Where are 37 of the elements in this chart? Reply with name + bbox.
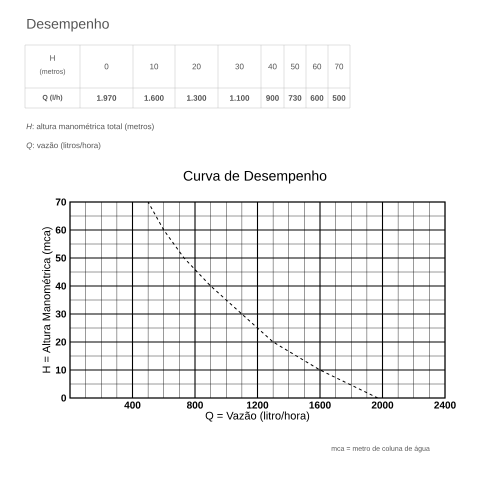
- x-axis-title: Q = Vazão (litro/hora): [206, 411, 310, 422]
- x-tick-label: 2000: [372, 402, 394, 409]
- text: 500: [332, 95, 346, 101]
- x-tick-label: 1600: [310, 402, 331, 409]
- y-tick-label: 20: [56, 338, 66, 346]
- y-tick-label: 70: [56, 198, 66, 206]
- text: Desempenho: [27, 18, 109, 32]
- x-tick-label: 1200: [247, 402, 268, 409]
- x-tick-label: 2400: [434, 402, 456, 409]
- chart-title: Curva de Desempenho: [184, 170, 326, 184]
- y-tick-label: 10: [56, 366, 66, 374]
- text: 60: [312, 64, 322, 70]
- y-axis-title: H = Altura Manométrica (mca): [42, 227, 52, 373]
- text: 1.300: [186, 95, 206, 101]
- text: H: altura manométrica total (metros): [26, 123, 154, 131]
- x-tick-label: 800: [186, 402, 203, 409]
- text: 600: [310, 95, 324, 101]
- y-tick-label: 50: [56, 254, 66, 262]
- y-tick-label: 60: [56, 226, 66, 234]
- text: 0: [104, 64, 108, 70]
- y-tick-label: 30: [56, 310, 66, 318]
- text: 1.970: [96, 95, 116, 101]
- y-tick-label: 0: [61, 394, 66, 402]
- text: Q: vazão (litros/hora): [26, 142, 100, 150]
- text: 70: [334, 64, 344, 70]
- x-tick-label: 400: [124, 402, 140, 409]
- text: 1.600: [144, 95, 164, 101]
- text: 730: [288, 95, 302, 101]
- text: 40: [268, 64, 277, 70]
- text: 900: [266, 95, 279, 101]
- text: 20: [192, 64, 201, 70]
- y-tick-label: 40: [56, 282, 66, 290]
- text: 30: [235, 64, 244, 70]
- text: 1.100: [230, 95, 250, 101]
- text: H: [50, 55, 55, 61]
- text: 10: [150, 64, 158, 70]
- text: 50: [290, 64, 300, 70]
